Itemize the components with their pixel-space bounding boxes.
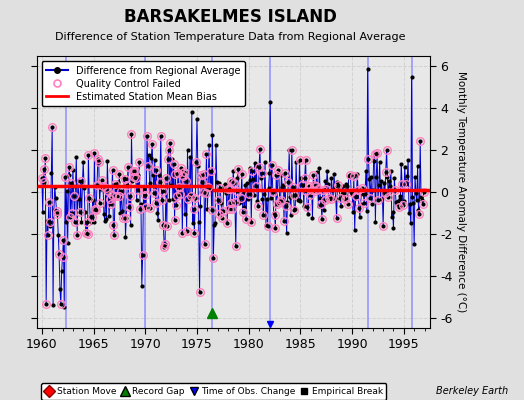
Y-axis label: Monthly Temperature Anomaly Difference (°C): Monthly Temperature Anomaly Difference (… bbox=[456, 71, 466, 313]
Text: Difference of Station Temperature Data from Regional Average: Difference of Station Temperature Data f… bbox=[56, 32, 406, 42]
Text: BARSAKELMES ISLAND: BARSAKELMES ISLAND bbox=[124, 8, 337, 26]
Legend: Station Move, Record Gap, Time of Obs. Change, Empirical Break: Station Move, Record Gap, Time of Obs. C… bbox=[41, 384, 386, 400]
Text: Berkeley Earth: Berkeley Earth bbox=[436, 386, 508, 396]
